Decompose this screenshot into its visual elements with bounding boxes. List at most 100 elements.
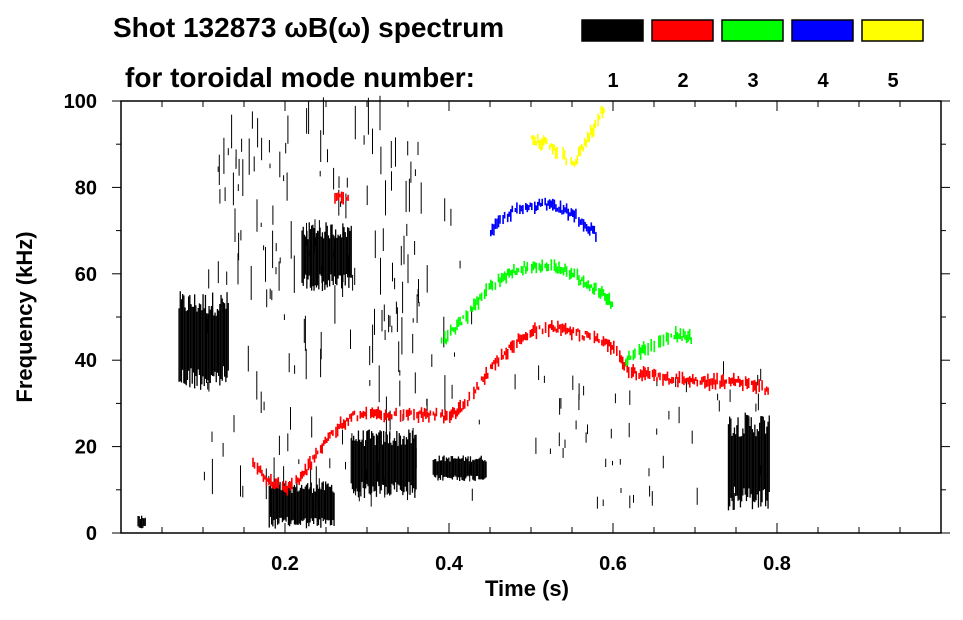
mode-1-mark [332,234,334,286]
n-4-mark [567,208,569,221]
n-3-mark [565,266,568,277]
mode-1-mark [560,398,562,409]
n-3-mark [581,277,583,282]
mode-1-mark [358,489,360,502]
mode-1-mark [238,232,240,261]
mode-1-mark [403,435,405,493]
mode-1-mark [278,484,280,524]
mode-1-mark [320,489,322,528]
n-2-mark [462,401,464,410]
n-3-late-mark [642,341,645,354]
n-2-mark [626,364,628,373]
mode-1-mark [207,382,209,390]
mode-1-mark [514,374,516,390]
n-5-mark [532,135,535,145]
n-2-mark [529,329,532,338]
mode-1-mark [408,178,410,212]
n-2-mark [686,377,688,382]
n-3-mark [553,259,556,272]
mode-1-mark [190,304,192,369]
n-5-mark [575,159,577,166]
mode-1-mark [444,198,446,222]
n-2-mark [271,481,274,488]
mode-1-mark [208,269,210,289]
mode-1-mark [327,483,329,521]
n-2-mark [672,377,675,384]
mode-1-mark [391,171,392,191]
mode-1-mark [327,149,328,163]
mode-1-mark [745,414,748,502]
mode-1-mark [263,245,265,251]
n-2-mark [677,377,679,388]
mode-1-mark [762,416,764,491]
n-2-mark [274,478,277,489]
mode-1-mark [738,436,740,500]
mode-1-mark [377,435,379,482]
n-3-late-mark [653,340,656,353]
n-3-late-mark [647,343,649,356]
n-2-upper-mark [335,193,338,201]
n-2-mark [690,377,693,383]
mode-1-mark [350,438,352,484]
mode-1-mark [454,458,456,476]
n-2-mark [441,409,444,417]
mode-1-mark [755,436,757,501]
mode-1-mark [366,431,368,485]
mode-1-mark [748,415,750,422]
mode-1-mark [314,223,316,238]
mode-1-mark [251,111,253,129]
mode-1-mark [485,461,487,478]
legend-swatch-2 [651,19,714,42]
n-2-mark [428,412,430,423]
mode-1-mark [313,228,315,291]
n-2-mark [299,471,302,482]
mode-1-mark [389,410,391,431]
n-3-mark [503,271,506,281]
n-2-mark [596,333,599,342]
n-2-mark [707,373,709,387]
n-4-mark [552,198,554,211]
n-3-mark [556,266,559,274]
n-3-mark [505,273,507,284]
n-4-mark [568,212,571,217]
n-2-mark [410,410,412,415]
mode-1-mark [308,489,310,527]
mode-1-mark [355,475,357,496]
n-4-mark [584,221,586,229]
mode-1-mark [408,429,410,482]
mode-1-mark [137,516,139,527]
n-3-mark [579,279,582,286]
mode-1-mark [347,227,349,278]
mode-1-mark [195,305,197,376]
mode-1-mark [754,424,756,503]
mode-1-mark [696,487,698,505]
mode-1-mark [319,170,321,177]
n-2-mark [750,380,753,385]
mode-1-mark [433,459,436,477]
mode-1-mark [299,487,302,525]
n-2-mark [764,388,766,396]
mode-1-mark [345,461,346,470]
mode-1-mark [315,491,317,519]
n-3-mark [561,267,563,274]
n-2-upper-mark [337,192,340,201]
mode-1-mark [751,429,754,510]
mode-1-mark [356,441,358,492]
n-2-mark [443,415,445,424]
mode-1-mark [313,488,315,524]
mode-1-mark [384,441,386,495]
n-2-mark [362,410,365,419]
mode-1-mark [385,180,386,216]
mode-1-mark [183,295,185,384]
n-5-mark [588,133,590,143]
mode-1-mark [247,345,249,372]
mode-1-mark [389,432,391,496]
mode-1-mark [318,220,320,235]
mode-1-mark [549,448,551,454]
n-3-late-mark [681,336,683,341]
n-5-mark [579,145,582,157]
n-2-mark [561,323,564,333]
mode-1-mark [226,271,228,285]
mode-1-mark [463,460,466,481]
n-2-mark [365,406,368,420]
